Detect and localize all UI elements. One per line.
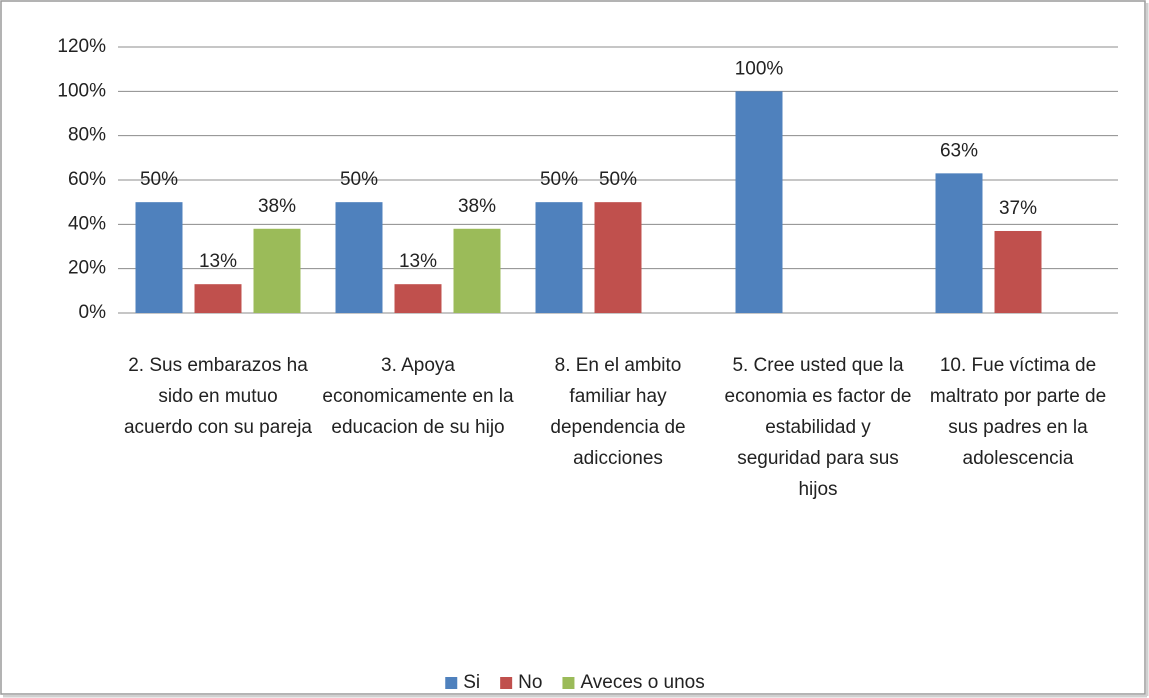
y-tick-label: 20% [68, 258, 106, 279]
x-tick-line: familiar hay [569, 386, 667, 407]
x-tick-label: 5. Cree usted que la economia es factor d… [725, 355, 912, 500]
bar [535, 202, 583, 313]
x-tick-line: sido en mutuo [158, 386, 277, 407]
x-tick-label: 10. Fue víctima de maltrato por parte de s… [930, 355, 1106, 469]
x-tick-line: economicamente en la [322, 386, 514, 407]
data-label: 38% [258, 196, 296, 217]
x-tick-line: dependencia de [550, 417, 685, 438]
y-tick-label: 100% [57, 80, 106, 101]
x-tick-line: 8. En el ambito [555, 355, 682, 376]
x-tick-line: hijos [798, 479, 837, 500]
data-label: 50% [340, 169, 378, 190]
bar [994, 230, 1042, 313]
data-label: 63% [940, 140, 978, 161]
bar [253, 228, 301, 313]
data-label: 37% [999, 198, 1037, 219]
data-label: 100% [735, 58, 784, 79]
legend-label: Aveces o unos [580, 672, 704, 693]
legend-label: No [518, 672, 542, 693]
x-tick-line: sus padres en la [948, 417, 1088, 438]
legend-swatch [445, 677, 458, 689]
bar [594, 202, 642, 313]
bar [394, 284, 442, 313]
x-tick-line: 2. Sus embarazos ha [128, 355, 308, 376]
data-label: 50% [599, 169, 637, 190]
x-tick-line: seguridad para sus [737, 448, 899, 469]
bar [453, 228, 501, 313]
legend-swatch [500, 677, 513, 689]
y-tick-label: 80% [68, 125, 106, 146]
x-tick-line: adolescencia [963, 448, 1074, 469]
data-label: 13% [199, 251, 237, 272]
y-tick-label: 120% [57, 36, 106, 57]
x-tick-line: maltrato por parte de [930, 386, 1106, 407]
x-tick-line: 10. Fue víctima de [940, 355, 1096, 376]
x-tick-label: 2. Sus embarazos ha sido en mutuo acuerdo … [124, 355, 312, 438]
x-tick-line: 5. Cree usted que la [732, 355, 904, 376]
y-tick-label: 40% [68, 213, 106, 234]
x-tick-line: acuerdo con su pareja [124, 417, 312, 438]
legend-label: Si [463, 672, 480, 693]
bar [194, 284, 242, 313]
x-tick-label: 3. Apoya economicamente en la educacion de… [322, 355, 514, 438]
data-label: 13% [399, 251, 437, 272]
bar [135, 202, 183, 313]
data-label: 38% [458, 196, 496, 217]
y-tick-label: 0% [79, 302, 107, 323]
bar [735, 91, 783, 313]
legend: Si No Aveces o unos [445, 672, 705, 693]
x-tick-line: economia es factor de [725, 386, 912, 407]
legend-swatch [562, 677, 575, 689]
data-label: 50% [540, 169, 578, 190]
x-tick-label: 8. En el ambito familiar hay dependencia d… [550, 355, 685, 469]
x-tick-line: adicciones [573, 448, 663, 469]
x-tick-line: educacion de su hijo [331, 417, 504, 438]
x-tick-line: estabilidad y [765, 417, 871, 438]
x-tick-line: 3. Apoya [381, 355, 455, 376]
data-label: 50% [140, 169, 178, 190]
bar [335, 202, 383, 313]
bar [935, 173, 983, 313]
y-tick-label: 60% [68, 169, 106, 190]
